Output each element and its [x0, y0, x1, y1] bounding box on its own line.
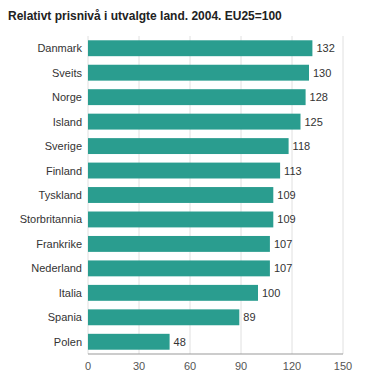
category-label: Nederland	[31, 262, 82, 274]
category-label: Storbritannia	[20, 213, 83, 225]
category-label: Spania	[48, 311, 83, 323]
data-label: 107	[274, 262, 292, 274]
x-axis: 0 30 60 90 120 150	[85, 36, 352, 372]
bar	[88, 138, 289, 154]
category-label: Finland	[46, 165, 82, 177]
category-label: Norge	[52, 91, 82, 103]
x-tick-label: 150	[334, 360, 352, 372]
x-axis-line	[88, 354, 343, 355]
x-tick-label: 30	[133, 360, 145, 372]
bar	[88, 163, 280, 179]
bar	[88, 334, 170, 350]
category-label: Island	[53, 116, 82, 128]
bar	[88, 285, 258, 301]
data-label: 100	[262, 287, 280, 299]
data-label: 132	[316, 42, 334, 54]
bar	[88, 236, 270, 252]
data-label: 107	[274, 238, 292, 250]
category-label: Frankrike	[36, 238, 82, 250]
category-label: Tyskland	[39, 189, 82, 201]
bar	[88, 309, 239, 325]
labels: 132 Danmark 130 Sveits 128 Norge 125 Island 118 S…	[20, 42, 335, 348]
chart-svg: Relativt prisnivå i utvalgte land. 2004.…	[0, 0, 369, 384]
category-label: Italia	[59, 287, 83, 299]
bar	[88, 89, 306, 105]
bar	[88, 114, 301, 130]
data-label: 89	[243, 311, 255, 323]
category-label: Danmark	[37, 42, 82, 54]
data-label: 113	[284, 165, 302, 177]
data-label: 125	[305, 116, 323, 128]
title: Relativt prisnivå i utvalgte land. 2004.…	[8, 9, 282, 23]
bar	[88, 260, 270, 276]
category-label: Polen	[54, 336, 82, 348]
grid-line	[343, 36, 344, 354]
x-tick-label: 90	[235, 360, 247, 372]
x-tick-label: 60	[184, 360, 196, 372]
bar	[88, 40, 312, 56]
bar	[88, 212, 273, 228]
x-tick-label: 120	[283, 360, 301, 372]
data-label: 128	[310, 91, 328, 103]
bars	[88, 40, 312, 349]
data-label: 130	[313, 67, 331, 79]
data-label: 109	[277, 189, 295, 201]
x-tick-label: 0	[85, 360, 91, 372]
bar	[88, 65, 309, 81]
data-label: 109	[277, 213, 295, 225]
category-label: Sveits	[52, 67, 82, 79]
category-label: Sverige	[45, 140, 82, 152]
chart-container: Relativt prisnivå i utvalgte land. 2004.…	[0, 0, 369, 384]
data-label: 118	[293, 140, 311, 152]
page: {"chart_data": {"type": "bar", "orientat…	[0, 0, 369, 384]
data-label: 48	[174, 336, 186, 348]
bar	[88, 187, 273, 203]
